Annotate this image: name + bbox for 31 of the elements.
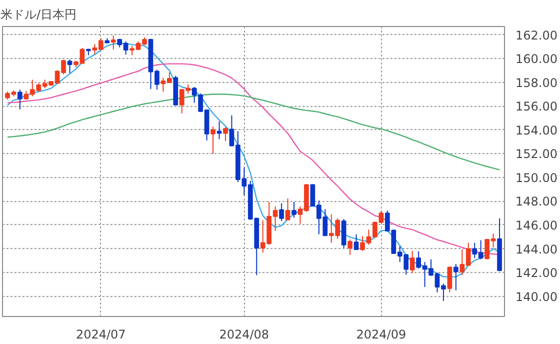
y-tick-label: 146.00 [516,218,558,232]
y-tick-label: 144.00 [516,242,558,256]
candlestick [223,126,228,142]
x-tick-label: 2024/09 [356,328,406,342]
y-tick-label: 140.00 [516,290,558,304]
candlestick [341,218,346,249]
y-tick-label: 154.00 [516,123,558,138]
candlestick [18,89,22,110]
candlestick [67,58,72,74]
candlestick [453,263,458,291]
candlestick [279,202,284,222]
y-tick-label: 142.00 [516,266,558,280]
candlestick [210,126,216,154]
candlestick [216,120,222,140]
candlestick [285,198,290,221]
candlestick [447,266,452,293]
candlestick [354,234,359,251]
y-tick-label: 148.00 [516,194,558,209]
y-tick-label: 160.00 [516,52,558,66]
candlestick [348,238,352,256]
y-tick-label: 150.00 [516,170,558,185]
x-tick-label: 2024/08 [219,328,270,342]
y-tick-label: 162.00 [516,28,558,42]
chart-title: 米ドル/日本円 [0,8,77,22]
y-tick-label: 152.00 [516,147,558,162]
candlestick [292,201,296,218]
candlestick [410,250,415,274]
y-tick-label: 156.00 [516,100,558,114]
candlestick [110,35,116,50]
x-tick-label: 2024/07 [76,328,126,342]
y-tick-label: 158.00 [516,76,558,90]
